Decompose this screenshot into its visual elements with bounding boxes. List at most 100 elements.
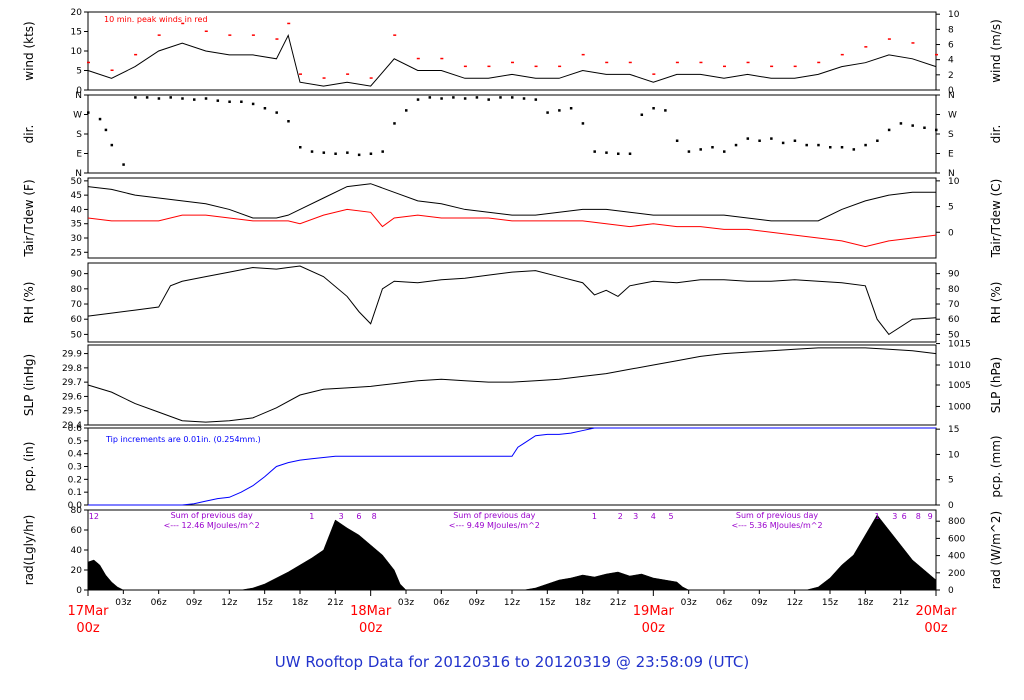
left-tick-label: 29.6 [62,392,82,402]
panel-frame [87,94,937,174]
data-point [346,151,349,154]
chart-footer-title: UW Rooftop Data for 20120316 to 20120319… [275,653,749,671]
peak-wind-point [251,34,255,36]
left-tick-label: 50 [71,330,83,340]
data-point [723,150,726,153]
panel-slp: 29.4 29.5 29.6 29.7 29.8 29.9 1000 1005 1010 1015… [22,340,1003,431]
right-tick-label: 10 [948,10,960,20]
hour-marker: 1 [309,512,314,521]
data-point [228,100,231,103]
right-tick-label: 50 [948,330,960,340]
y-axis-label-right: dir. [989,125,1003,144]
data-point [287,120,290,123]
right-tick-label: 0 [948,86,954,96]
x-date-label: 17Mar [67,604,109,619]
data-point [687,150,691,153]
peak-wind-point [181,22,185,25]
data-point [617,152,620,155]
data-point [899,122,903,125]
data-point [104,128,108,132]
data-point [193,98,196,101]
data-point [840,146,844,149]
peak-wind-point [463,65,467,68]
series-line-Tair [87,183,936,222]
data-point [98,117,102,121]
y-axis-label-right: wind (m/s) [989,19,1003,83]
y-axis-label-right: RH (%) [989,282,1003,324]
series-line-rh [87,265,937,336]
right-tick-label: 5 [948,476,954,486]
hour-marker: 8 [916,512,921,521]
left-tick-label: 29.8 [62,364,82,374]
data-point [322,151,326,154]
data-point [452,96,455,99]
right-tick-label: W [948,111,957,121]
peak-wind-point [534,65,538,68]
x-date-label: 19Mar [633,604,675,619]
x-tick-label: 18z [292,598,308,608]
hour-marker: 3 [633,512,638,521]
x-tick-label: 09z [751,598,767,608]
data-point [275,111,278,114]
left-tick-label: 40 [71,205,83,215]
left-tick-label: 20 [71,566,83,576]
right-tick-label: 800 [948,517,965,527]
data-point [770,137,773,140]
left-tick-label: 0.0 [68,501,83,511]
series-line-mean [87,33,937,87]
hour-marker: 4 [651,512,656,521]
left-tick-label: 45 [71,191,82,201]
data-point [887,128,891,132]
hour-marker: 5 [668,512,673,521]
data-point [805,143,808,147]
x-tick-label: 03z [681,598,697,608]
hour-marker: 3 [892,512,897,521]
right-tick-label: 90 [948,270,960,280]
panel-wind: 0 5 10 15 20 0 2 4 6 8 10 wind (kts) wind (m/s) 10 mi… [22,8,1003,96]
data-point [711,146,714,149]
peak-wind-point [511,61,514,64]
x-tick-label: 15z [539,598,555,608]
left-tick-label: 80 [71,285,83,295]
x-tick-label: 12z [504,598,520,608]
data-point [876,139,879,142]
left-tick-label: 60 [71,315,83,325]
left-tick-label: 29.9 [62,350,82,360]
peak-wind-point [299,73,302,75]
peak-wind-point [440,57,444,60]
data-point [499,96,502,99]
y-axis-label-right: rad (W/m^2) [989,511,1003,589]
panel-annotation: Tip increments are 0.01in. (0.254mm.) [105,435,261,444]
daily-total-value: <--- 9.49 MJoules/m^2 [449,521,540,530]
series-line-slp [87,347,937,423]
data-point [145,96,149,99]
right-tick-label: 600 [948,534,965,544]
series-line-pcp [88,427,936,506]
right-tick-label: 400 [948,552,965,562]
right-tick-label: 60 [948,315,960,325]
left-tick-label: 29.5 [62,407,82,417]
peak-wind-point [793,65,797,68]
left-tick-label: 50 [71,177,83,187]
panel-frame [87,11,937,91]
left-tick-label: 0.4 [68,450,83,460]
x-tick-label: 12z [787,598,803,608]
peak-wind-point [346,73,350,75]
hour-marker: 9 [928,512,933,521]
peak-wind-point [723,65,726,68]
peak-wind-point [605,61,609,64]
data-point [558,109,561,112]
hour-marker: 2 [618,512,623,521]
data-point [652,107,655,110]
peak-wind-point [628,61,632,64]
peak-wind-point [864,46,868,48]
x-date-time-label: 00z [359,621,383,636]
left-tick-label: 10 [71,47,83,57]
right-tick-label: 0 [948,501,954,511]
daily-total-label: Sum of previous day [171,511,253,520]
panel-frame [87,177,937,259]
left-tick-label: 29.7 [62,378,82,388]
peak-wind-point [287,22,291,25]
x-date-label: 20Mar [915,604,957,619]
